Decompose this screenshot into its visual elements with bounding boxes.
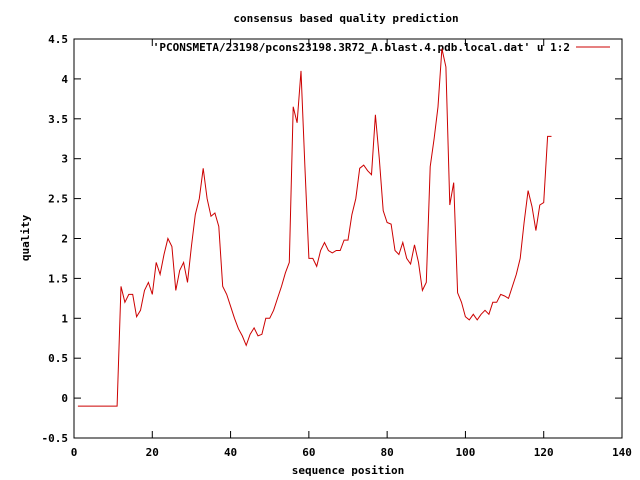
series-line-0 (77, 48, 552, 407)
x-axis: 0 20 40 60 80 100 120 140 (71, 39, 632, 459)
y-axis: -0.5 0 0.5 1 1.5 2 2.5 3 3.5 4 4.5 (42, 33, 622, 445)
x-tick-label: 100 (455, 446, 475, 459)
y-tick-label: -0.5 (42, 432, 69, 445)
x-tick-label: 40 (224, 446, 237, 459)
x-axis-label: sequence position (292, 464, 405, 477)
y-tick-label: 2 (61, 233, 68, 246)
series-group (77, 48, 552, 407)
y-axis-label: quality (19, 214, 32, 261)
y-tick-label: 4.5 (48, 33, 68, 46)
y-tick-label: 0.5 (48, 352, 68, 365)
y-tick-label: 4 (61, 73, 68, 86)
y-tick-label: 0 (61, 392, 68, 405)
legend: 'PCONSMETA/23198/pcons23198.3R72_A.blast… (153, 41, 610, 54)
y-tick-label: 1.5 (48, 272, 68, 285)
x-tick-label: 140 (612, 446, 632, 459)
y-tick-label: 3.5 (48, 113, 68, 126)
y-tick-label: 2.5 (48, 193, 68, 206)
x-tick-label: 60 (302, 446, 315, 459)
chart-title: consensus based quality prediction (233, 12, 458, 25)
x-tick-label: 80 (381, 446, 394, 459)
y-tick-label: 3 (61, 153, 68, 166)
x-tick-label: 120 (534, 446, 554, 459)
legend-entry-label: 'PCONSMETA/23198/pcons23198.3R72_A.blast… (153, 41, 570, 54)
x-tick-label: 0 (71, 446, 78, 459)
x-tick-label: 20 (146, 446, 159, 459)
y-tick-label: 1 (61, 312, 68, 325)
